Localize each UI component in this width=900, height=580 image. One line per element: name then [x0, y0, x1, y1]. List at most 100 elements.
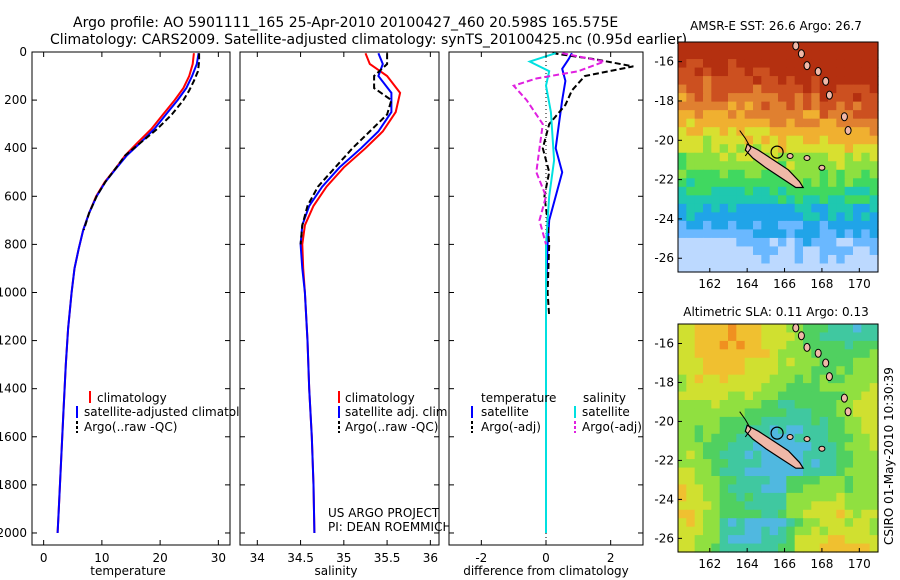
- heatmap-cell: [728, 357, 737, 367]
- heatmap-cell: [719, 408, 729, 418]
- heatmap-cell: [703, 152, 712, 162]
- heatmap-cell: [853, 357, 862, 367]
- heatmap-cell: [744, 416, 754, 426]
- heatmap-cell: [828, 509, 837, 519]
- heatmap-cell: [761, 484, 771, 494]
- heatmap-cell: [761, 408, 771, 418]
- heatmap-cell: [861, 229, 871, 239]
- heatmap-cell: [778, 416, 787, 426]
- heatmap-cell: [711, 492, 721, 502]
- heatmap-cell: [803, 467, 812, 477]
- heatmap-cell: [744, 220, 754, 231]
- heatmap-cell: [761, 450, 771, 460]
- heatmap-cell: [694, 408, 704, 418]
- heatmap-cell: [761, 93, 771, 103]
- heatmap-cell: [778, 526, 787, 536]
- heatmap-cell: [711, 152, 721, 162]
- heatmap-cell: [686, 178, 696, 188]
- heatmap-cell: [861, 391, 871, 401]
- heatmap-cell: [744, 400, 754, 410]
- heatmap-cell: [744, 59, 754, 69]
- heatmap-cell: [694, 501, 704, 511]
- heatmap-cell: [853, 374, 862, 384]
- heatmap-cell: [719, 246, 729, 256]
- heatmap-cell: [761, 101, 771, 111]
- heatmap-cell: [703, 229, 712, 239]
- heatmap-cell: [769, 400, 779, 410]
- heatmap-cell: [803, 492, 812, 502]
- heatmap-cell: [728, 526, 737, 536]
- heatmap-cell: [728, 101, 737, 111]
- heatmap-cell: [769, 169, 779, 179]
- heatmap-cell: [769, 526, 779, 536]
- y-tick-label: 1000: [0, 285, 27, 299]
- heatmap-cell: [836, 101, 846, 111]
- heatmap-cell: [786, 374, 796, 384]
- heatmap-cell: [861, 76, 871, 86]
- heatmap-cell: [778, 518, 787, 528]
- heatmap-cell: [711, 195, 721, 205]
- heatmap-cell: [803, 543, 812, 553]
- heatmap-cell: [703, 459, 712, 469]
- heatmap-cell: [794, 416, 804, 426]
- heatmap-cell: [736, 332, 746, 342]
- heatmap-cell: [719, 467, 729, 477]
- heatmap-cell: [786, 76, 796, 86]
- heatmap-cell: [853, 144, 862, 154]
- heatmap-cell: [761, 518, 771, 528]
- heatmap-cell: [811, 212, 821, 222]
- heatmap-cell: [711, 332, 721, 342]
- heatmap-cell: [753, 535, 762, 545]
- heatmap-cell: [761, 186, 771, 196]
- heatmap-cell: [836, 484, 846, 494]
- heatmap-cell: [828, 118, 837, 128]
- heatmap-cell: [786, 254, 796, 265]
- heatmap-cell: [844, 492, 854, 502]
- heatmap-cell: [753, 467, 762, 477]
- heatmap-cell: [869, 408, 879, 418]
- heatmap-cell: [744, 76, 754, 86]
- heatmap-cell: [694, 357, 704, 367]
- heatmap-cell: [694, 59, 704, 69]
- heatmap-cell: [678, 492, 687, 502]
- heatmap-cell: [728, 383, 737, 393]
- heatmap-cell: [811, 229, 821, 239]
- heatmap-cell: [678, 340, 687, 350]
- heatmap-cell: [853, 450, 862, 460]
- heatmap-cell: [694, 366, 704, 376]
- lat-tick-label: -26: [654, 251, 674, 265]
- heatmap-cell: [719, 144, 729, 154]
- heatmap-cell: [753, 408, 762, 418]
- heatmap-cell: [694, 42, 704, 52]
- heatmap-cell: [744, 178, 754, 188]
- heatmap-cell: [853, 84, 862, 94]
- heatmap-cell: [736, 59, 746, 69]
- heatmap-cell: [836, 152, 846, 162]
- heatmap-cell: [803, 229, 812, 239]
- heatmap-cell: [694, 118, 704, 128]
- heatmap-cell: [694, 169, 704, 179]
- heatmap-cell: [736, 450, 746, 460]
- heatmap-cell: [728, 509, 737, 519]
- heatmap-cell: [786, 467, 796, 477]
- heatmap-cell: [744, 408, 754, 418]
- heatmap-cell: [794, 169, 804, 179]
- heatmap-cell: [861, 42, 871, 52]
- heatmap-cell: [719, 212, 729, 222]
- heatmap-cell: [869, 169, 879, 179]
- heatmap-cell: [836, 535, 846, 545]
- heatmap-cell: [811, 433, 821, 443]
- heatmap-cell: [703, 50, 712, 60]
- heatmap-cell: [736, 118, 746, 128]
- heatmap-cell: [678, 425, 687, 435]
- heatmap-cell: [728, 543, 737, 553]
- heatmap-cell: [719, 254, 729, 265]
- lat-tick-label: -20: [654, 414, 674, 428]
- heatmap-cell: [794, 518, 804, 528]
- heatmap-cell: [853, 76, 862, 86]
- heatmap-cell: [836, 324, 846, 334]
- heatmap-cell: [836, 391, 846, 401]
- heatmap-cell: [819, 67, 829, 77]
- heatmap-cell: [761, 76, 771, 86]
- heatmap-cell: [761, 195, 771, 205]
